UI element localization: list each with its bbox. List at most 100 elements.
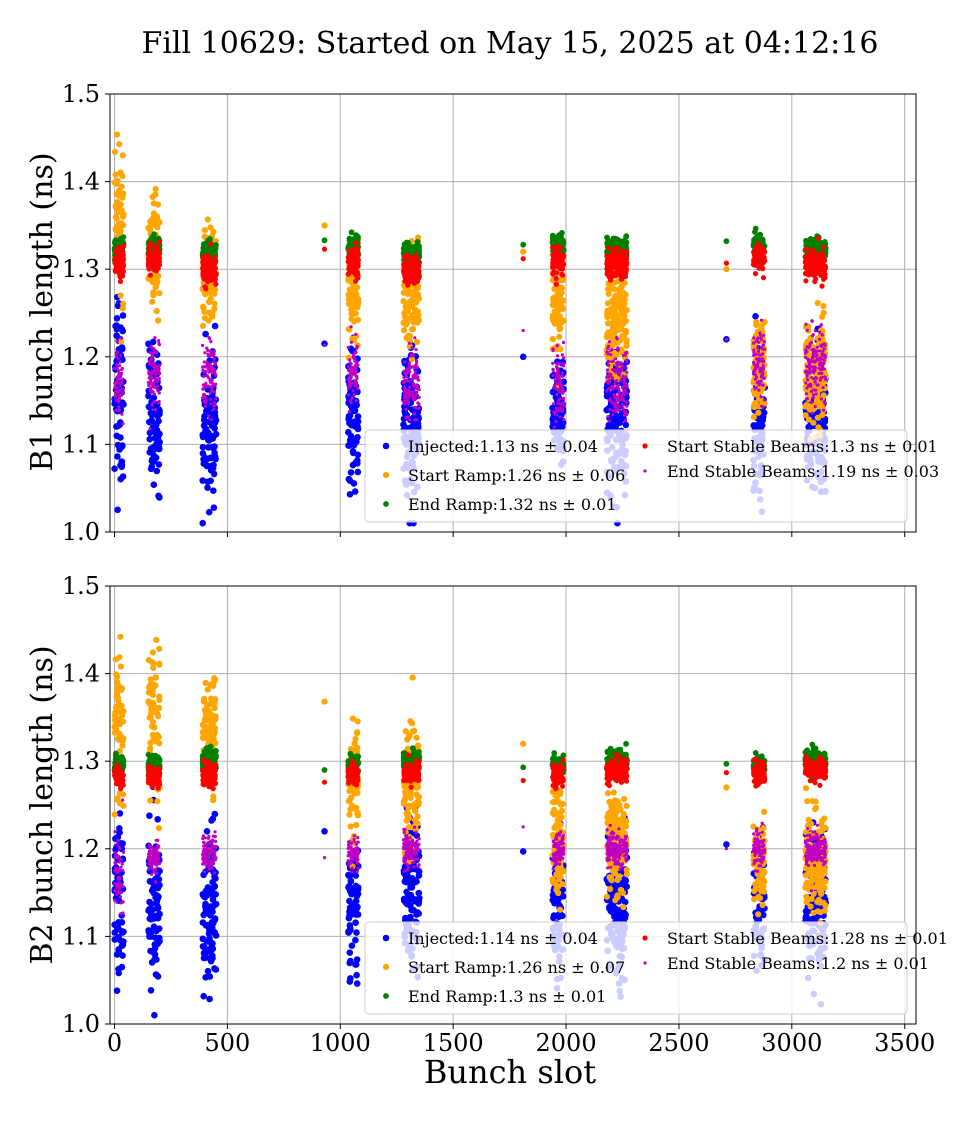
data-point: [756, 381, 759, 384]
data-point: [760, 374, 763, 377]
data-point: [761, 360, 764, 363]
data-point: [120, 368, 123, 371]
data-point: [814, 366, 817, 369]
data-point: [208, 371, 211, 374]
data-point: [605, 253, 610, 258]
data-point: [406, 243, 412, 249]
data-point: [752, 361, 755, 364]
data-point: [347, 376, 350, 379]
data-point: [616, 385, 619, 388]
data-point: [115, 247, 120, 252]
data-point: [552, 402, 555, 405]
data-point: [152, 365, 155, 368]
data-point: [622, 378, 625, 381]
data-point: [350, 374, 353, 377]
data-point: [353, 232, 359, 238]
data-point: [150, 244, 155, 249]
data-point: [823, 353, 826, 356]
data-point: [205, 347, 208, 350]
data-point: [623, 343, 629, 349]
data-point: [148, 273, 153, 278]
data-point: [812, 371, 815, 374]
data-point: [156, 385, 159, 388]
data-point: [120, 413, 123, 416]
data-point: [202, 227, 208, 233]
data-point: [553, 250, 558, 255]
data-point: [210, 418, 213, 421]
data-point: [762, 384, 765, 387]
data-point: [752, 342, 755, 345]
data-point: [209, 921, 216, 928]
data-point: [350, 325, 353, 328]
data-point: [207, 478, 214, 485]
data-point: [120, 249, 125, 254]
data-point: [408, 892, 415, 899]
data-point: [149, 382, 152, 385]
data-point: [556, 344, 559, 347]
data-point: [156, 938, 163, 945]
data-point: [607, 364, 610, 367]
data-point: [203, 386, 206, 389]
data-point: [204, 828, 211, 835]
data-point: [209, 391, 212, 394]
data-point: [149, 351, 152, 354]
data-point: [616, 304, 622, 310]
data-point: [354, 980, 361, 987]
data-point: [154, 373, 157, 376]
data-point: [212, 323, 219, 330]
data-point: [412, 390, 415, 393]
data-point: [151, 481, 158, 488]
data-point: [610, 349, 613, 352]
data-point: [414, 406, 417, 409]
data-point: [820, 352, 823, 355]
data-point: [348, 257, 353, 262]
data-point: [146, 261, 151, 266]
data-point: [349, 305, 355, 311]
data-point: [146, 252, 151, 257]
data-point: [552, 411, 555, 414]
data-point: [762, 334, 765, 337]
data-point: [407, 380, 410, 383]
data-point: [418, 388, 421, 391]
data-point: [818, 273, 823, 278]
data-point: [113, 367, 116, 370]
data-point: [809, 385, 812, 388]
data-point: [116, 386, 119, 389]
data-point: [352, 961, 359, 968]
data-point: [346, 413, 353, 420]
data-point: [814, 380, 817, 383]
data-point: [213, 371, 216, 374]
data-point: [816, 236, 821, 241]
data-point: [213, 243, 219, 249]
data-point: [352, 290, 358, 296]
data-point: [114, 453, 121, 460]
data-point: [553, 387, 556, 390]
data-point: [553, 257, 558, 262]
data-point: [624, 382, 627, 385]
data-point: [821, 245, 826, 250]
data-point: [406, 371, 409, 374]
data-point: [152, 435, 159, 442]
data-point: [604, 235, 610, 241]
data-point: [209, 402, 212, 405]
data-point: [558, 415, 561, 418]
data-point: [115, 423, 122, 430]
data-point: [406, 367, 409, 370]
data-point: [154, 308, 160, 314]
data-point: [755, 410, 761, 416]
data-point: [346, 908, 353, 915]
data-point: [119, 462, 126, 469]
data-point: [817, 383, 820, 386]
data-point: [762, 364, 765, 367]
data-point: [412, 365, 415, 368]
data-point: [349, 942, 356, 949]
data-point: [151, 404, 154, 407]
data-point: [618, 405, 621, 408]
data-point: [413, 262, 418, 267]
data-point: [200, 919, 207, 926]
data-point: [207, 911, 214, 918]
data-point: [213, 401, 216, 404]
data-point: [412, 395, 415, 398]
data-point: [609, 353, 612, 356]
